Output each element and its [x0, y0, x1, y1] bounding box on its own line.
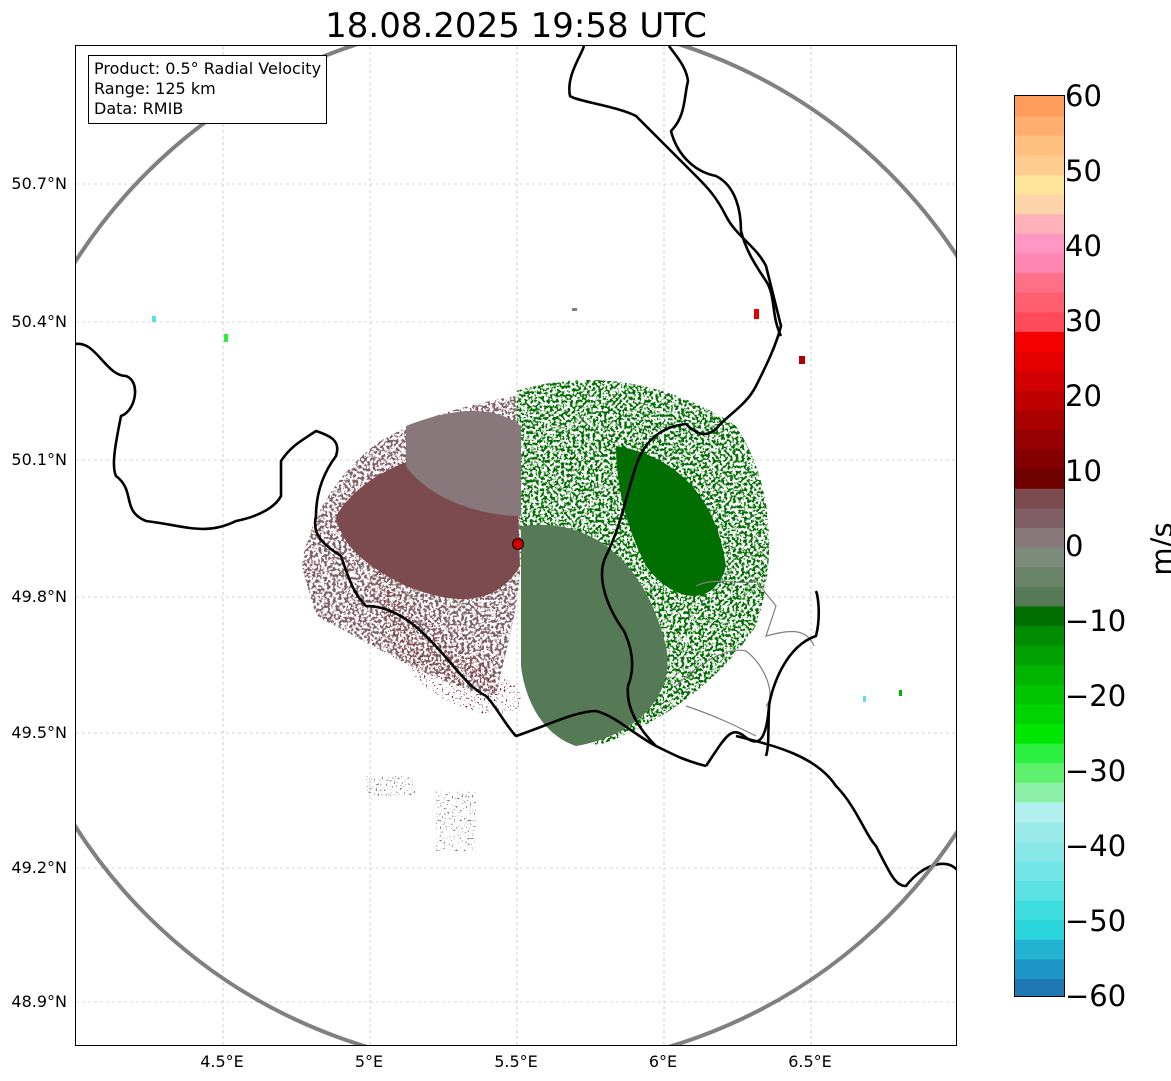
colorbar-swatch [1015, 370, 1064, 391]
colorbar-swatch [1015, 860, 1064, 881]
colorbar-swatch [1015, 272, 1064, 293]
x-tick-label: 5.5°E [494, 1052, 538, 1071]
colorbar-swatch [1015, 390, 1064, 411]
colorbar-swatch [1015, 958, 1064, 979]
colorbar-swatch [1015, 801, 1064, 823]
chart-title: 18.08.2025 19:58 UTC [325, 6, 707, 46]
radar-site-marker [512, 538, 524, 550]
colorbar-swatch [1015, 350, 1064, 372]
range-label: Range: 125 km [94, 79, 216, 98]
colorbar-tick-label: 50 [1065, 154, 1102, 188]
colorbar-swatch [1015, 586, 1064, 607]
colorbar-swatch [1015, 154, 1064, 176]
colorbar-gradient [1015, 96, 1064, 996]
colorbar-swatch [1015, 782, 1064, 803]
colorbar-swatch [1015, 233, 1064, 254]
x-tick-label: 6.5°E [788, 1052, 832, 1071]
colorbar-tick-label: 0 [1065, 529, 1084, 563]
product-label: Product: 0.5° Radial Velocity [94, 59, 322, 78]
colorbar-swatch [1015, 566, 1064, 587]
colorbar-tick-label: −60 [1065, 979, 1127, 1013]
country-borders [76, 46, 956, 888]
colorbar-swatch [1015, 468, 1064, 489]
colorbar-swatch [1015, 743, 1064, 764]
product-info-box: Product: 0.5° Radial Velocity Range: 125… [88, 55, 328, 124]
x-tick-label: 6°E [648, 1052, 678, 1071]
colorbar-tick-label: 60 [1065, 79, 1102, 113]
colorbar-swatch [1015, 507, 1064, 528]
y-tick-label: 50.1°N [11, 450, 67, 469]
colorbar-swatch [1015, 762, 1064, 783]
colorbar-swatch [1015, 547, 1064, 568]
colorbar-tick-label: 10 [1065, 454, 1102, 488]
colorbar-swatch [1015, 723, 1064, 744]
colorbar-swatch [1015, 174, 1064, 195]
y-tick-label: 49.5°N [11, 723, 67, 742]
colorbar-unit-label: m/s [1145, 522, 1171, 576]
colorbar-swatch [1015, 96, 1064, 117]
data-source-label: Data: RMIB [94, 99, 184, 118]
map-canvas [76, 46, 956, 1045]
colorbar-swatch [1015, 880, 1064, 901]
colorbar-swatch [1015, 841, 1064, 862]
x-tick-label: 4.5°E [200, 1052, 244, 1071]
colorbar-tick-label: −40 [1065, 829, 1127, 863]
colorbar [1014, 95, 1065, 997]
colorbar-swatch [1015, 409, 1064, 430]
y-tick-label: 49.8°N [11, 587, 67, 606]
colorbar-swatch [1015, 331, 1064, 352]
colorbar-swatch [1015, 448, 1064, 470]
colorbar-swatch [1015, 978, 1064, 996]
radar-map[interactable] [75, 45, 957, 1046]
colorbar-swatch [1015, 919, 1064, 940]
colorbar-tick-label: 30 [1065, 304, 1102, 338]
colorbar-swatch [1015, 821, 1064, 842]
colorbar-swatch [1015, 899, 1064, 921]
colorbar-swatch [1015, 605, 1064, 627]
y-tick-label: 50.4°N [11, 312, 67, 331]
colorbar-swatch [1015, 703, 1064, 725]
colorbar-swatch [1015, 135, 1064, 156]
clutter-echoes [152, 308, 902, 851]
colorbar-tick-label: −30 [1065, 754, 1127, 788]
colorbar-swatch [1015, 311, 1064, 332]
colorbar-swatch [1015, 645, 1064, 666]
colorbar-tick-label: 20 [1065, 379, 1102, 413]
colorbar-tick-label: −50 [1065, 904, 1127, 938]
colorbar-swatch [1015, 664, 1064, 685]
y-tick-label: 48.9°N [11, 992, 67, 1011]
colorbar-swatch [1015, 684, 1064, 705]
colorbar-tick-label: 40 [1065, 229, 1102, 263]
colorbar-swatch [1015, 292, 1064, 313]
colorbar-swatch [1015, 115, 1064, 136]
colorbar-swatch [1015, 488, 1064, 509]
colorbar-swatch [1015, 194, 1064, 215]
velocity-echoes [301, 379, 770, 746]
y-tick-label: 50.7°N [11, 174, 67, 193]
subnational-borders [675, 580, 815, 737]
colorbar-tick-label: −10 [1065, 604, 1127, 638]
colorbar-swatch [1015, 429, 1064, 450]
x-tick-label: 5°E [354, 1052, 384, 1071]
colorbar-tick-label: −20 [1065, 679, 1127, 713]
y-tick-label: 49.2°N [11, 858, 67, 877]
colorbar-swatch [1015, 939, 1064, 960]
colorbar-swatch [1015, 213, 1064, 234]
colorbar-swatch [1015, 625, 1064, 646]
colorbar-swatch [1015, 252, 1064, 274]
colorbar-swatch [1015, 527, 1064, 548]
